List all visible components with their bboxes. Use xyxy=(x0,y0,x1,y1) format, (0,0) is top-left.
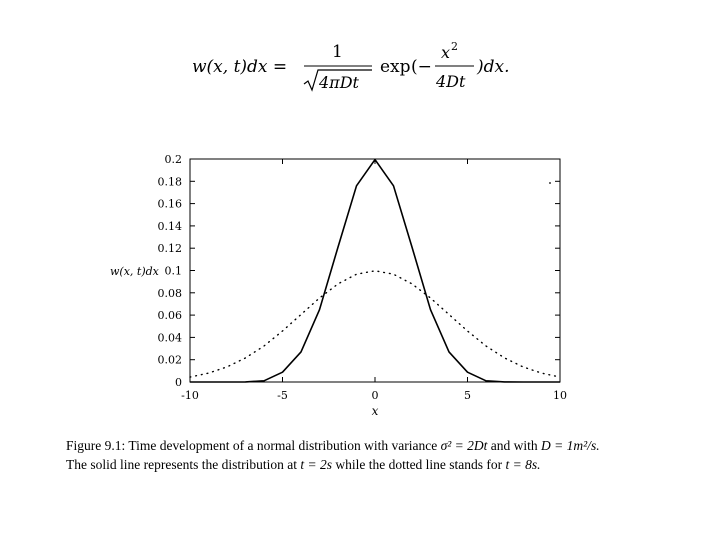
series-dotted-line xyxy=(189,270,561,378)
y-tick-label: 0.18 xyxy=(158,175,183,188)
formula-numerator: 1 xyxy=(332,42,343,62)
sqrt-symbol xyxy=(303,69,372,92)
formula-denominator: 4πDt xyxy=(318,73,360,92)
stray-dot xyxy=(549,182,551,184)
x-axis-label: x xyxy=(372,404,379,418)
y-tick-label: 0.04 xyxy=(158,331,183,344)
x-tick-label: -10 xyxy=(181,389,199,402)
x-tick-label: 0 xyxy=(372,389,379,402)
y-tick-label: 0 xyxy=(175,376,182,389)
y-tick-label: 0.12 xyxy=(158,242,183,255)
formula-frac-num: x xyxy=(441,43,450,62)
formula-frac-den: 4Dt xyxy=(435,72,466,91)
formula-frac-num-sup: 2 xyxy=(451,40,458,53)
y-tick-label: 0.16 xyxy=(158,198,183,211)
ticks: 0 0.02 0.04 0.06 0.08 0.1 0.12 0.14 0.16 0.18 0.2 -… xyxy=(158,153,568,402)
y-tick-label: 0.02 xyxy=(158,354,183,367)
series-solid-line xyxy=(190,158,560,383)
y-tick-label: 0.08 xyxy=(158,287,183,300)
formula: w(x, t)dx = 1 4πDt exp (− x 2 4Dt )dx. xyxy=(192,40,510,92)
x-tick-label: -5 xyxy=(277,389,288,402)
series-layer xyxy=(189,158,561,383)
figure-caption: Figure 9.1: Time development of a normal… xyxy=(66,436,666,474)
x-tick-label: 5 xyxy=(464,389,471,402)
y-tick-label: 0.06 xyxy=(158,309,183,322)
formula-exp: exp xyxy=(380,57,411,77)
y-tick-label: 0.1 xyxy=(165,265,183,278)
formula-paren-open: (− xyxy=(411,57,432,77)
formula-tail: )dx. xyxy=(476,57,510,77)
y-axis-label: w(x, t)dx xyxy=(110,265,160,278)
caption-line-1: Figure 9.1: Time development of a normal… xyxy=(66,438,600,453)
y-tick-label: 0.2 xyxy=(165,153,183,166)
plot-frame xyxy=(189,158,561,383)
x-tick-label: 10 xyxy=(553,389,567,402)
chart: 0 0.02 0.04 0.06 0.08 0.1 0.12 0.14 0.16 0.18 0.2 -… xyxy=(110,153,568,418)
y-tick-label: 0.14 xyxy=(158,220,183,233)
formula-lhs: w(x, t)dx = xyxy=(192,57,287,77)
caption-line-2: The solid line represents the distributi… xyxy=(66,457,541,472)
